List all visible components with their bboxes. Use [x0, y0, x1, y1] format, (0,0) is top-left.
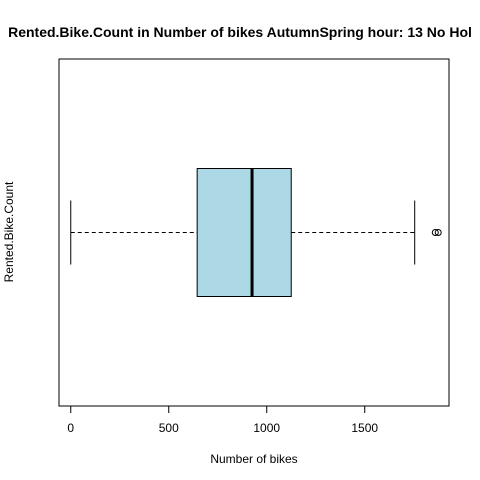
y-axis-label: Rented.Bike.Count [2, 181, 16, 282]
x-axis-label: Number of bikes [210, 452, 297, 466]
chart-marks [70, 168, 442, 297]
outlier-point [434, 229, 442, 236]
chart-title: Rented.Bike.Count in Number of bikes Aut… [8, 24, 472, 40]
x-tick-label: 0 [67, 421, 74, 435]
outlier-point [431, 229, 439, 236]
iqr-box [196, 168, 292, 297]
x-tick-label: 1000 [253, 421, 280, 435]
x-tick-label: 500 [159, 421, 179, 435]
x-axis: 0 500 1000 1500 [67, 405, 378, 435]
x-tick-label: 1500 [351, 421, 378, 435]
